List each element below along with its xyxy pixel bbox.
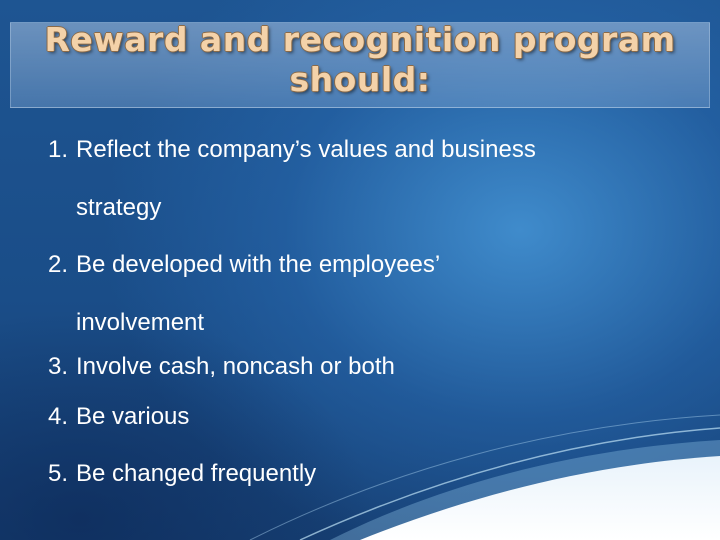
item-text: Be changed frequently <box>76 460 317 487</box>
item-number: 1. <box>48 136 69 163</box>
list-item-1-continuation: strategy <box>76 194 162 221</box>
title-band <box>10 22 710 108</box>
list-item-3: 3. Involve cash, noncash or both <box>48 355 708 379</box>
list-item-5: 5. Be changed frequently <box>48 462 708 486</box>
list-item-2-continuation: involvement <box>76 309 205 336</box>
list-item-1: 1. Reflect the company’s values and busin… <box>48 138 708 162</box>
item-text: Be developed with the employees’ <box>76 251 441 278</box>
title-line-2: should: <box>289 60 431 99</box>
list-item-4: 4. Be various <box>48 405 708 429</box>
item-number: 3. <box>48 353 69 380</box>
title-line-1: Reward and recognition program <box>44 20 676 59</box>
slide-title: Reward and recognition program should: <box>10 20 710 100</box>
item-text: Be various <box>76 403 190 430</box>
list-item-2: 2. Be developed with the employees’ <box>48 253 708 277</box>
item-text: Reflect the company’s values and busines… <box>76 136 536 163</box>
item-number: 2. <box>48 251 69 278</box>
item-number: 5. <box>48 460 69 487</box>
item-number: 4. <box>48 403 69 430</box>
item-text: Involve cash, noncash or both <box>76 353 395 380</box>
